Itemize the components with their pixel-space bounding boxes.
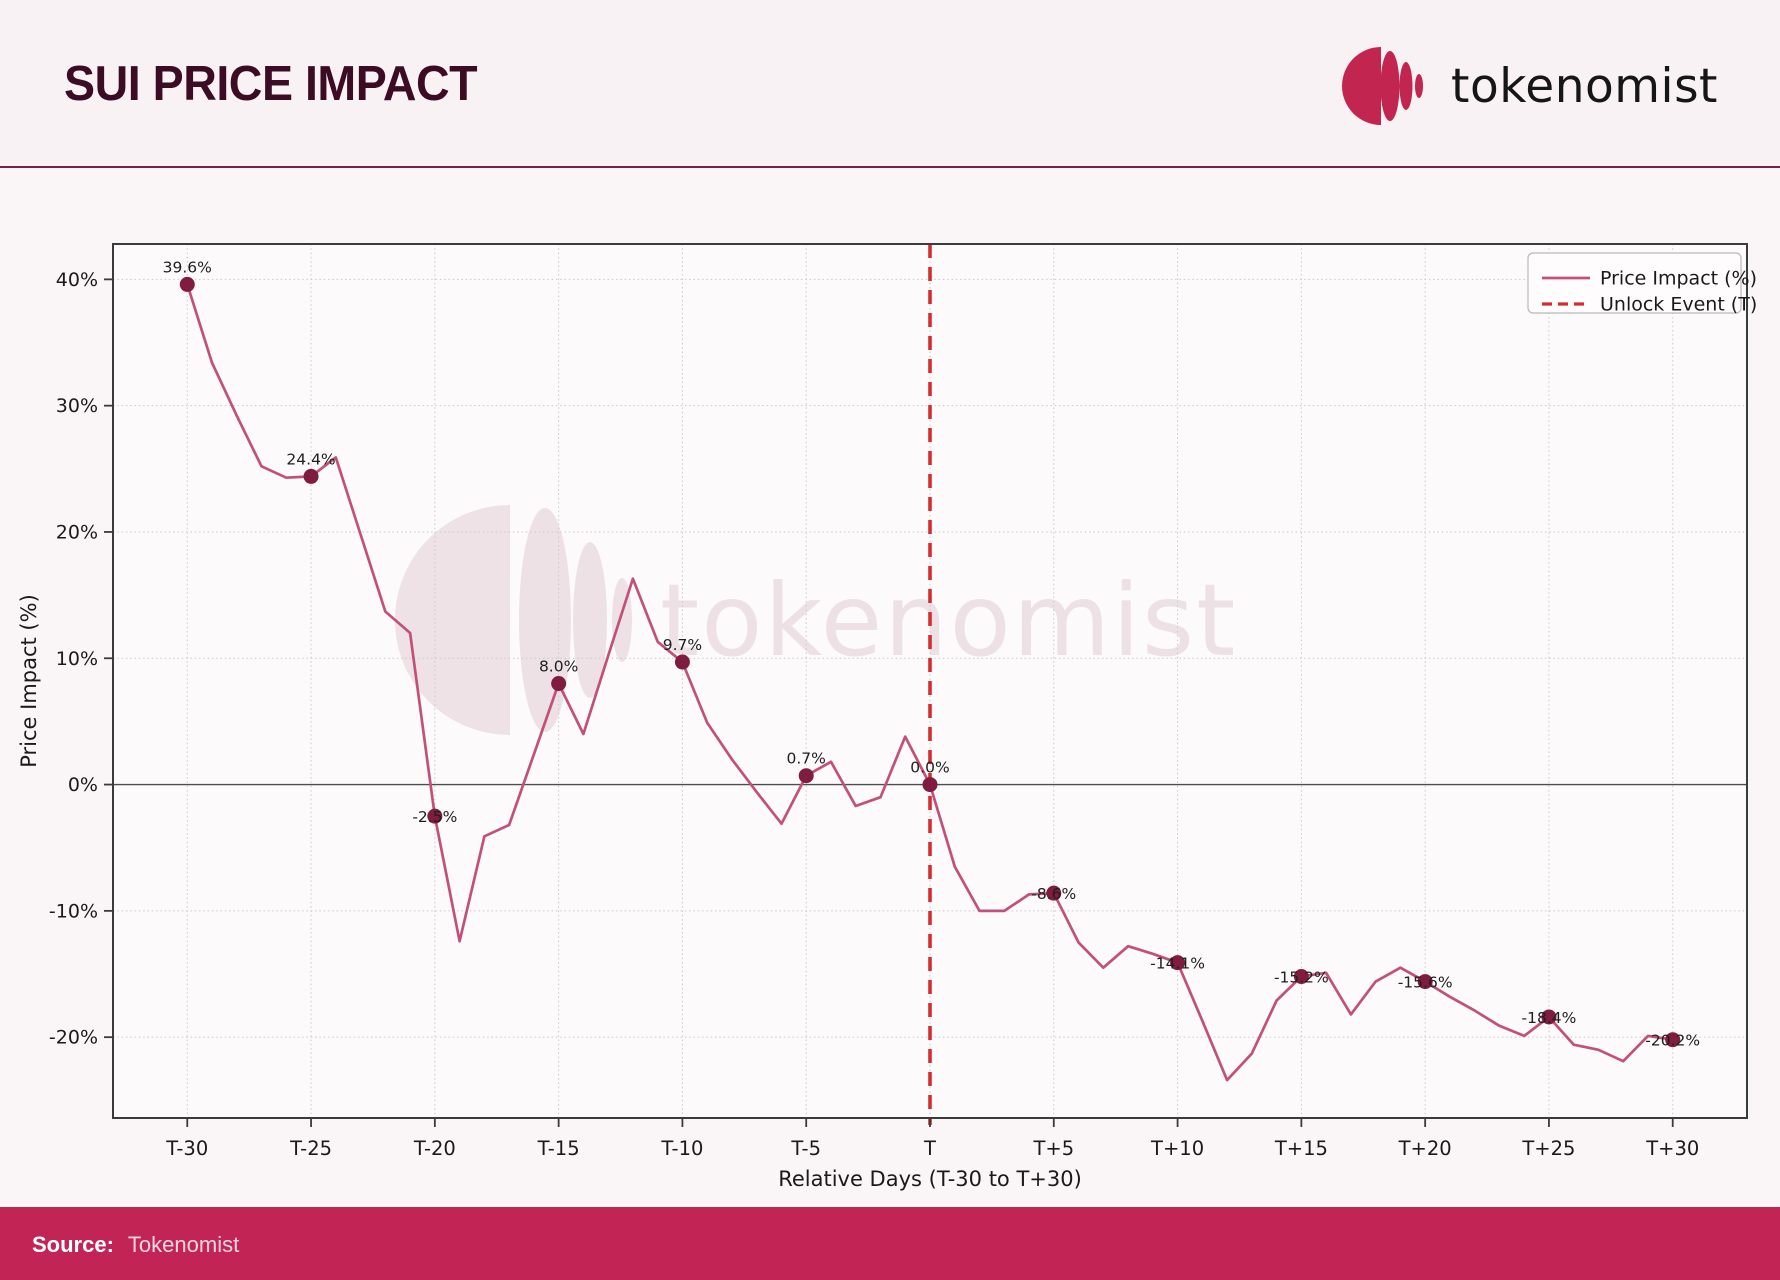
data-point-marker xyxy=(1417,974,1433,990)
data-point-label: 0.7% xyxy=(787,750,826,768)
data-point-label: -18.4% xyxy=(1522,1009,1577,1027)
data-point-marker xyxy=(1665,1032,1681,1048)
source-bar: Source: Tokenomist xyxy=(0,1205,1780,1280)
data-point-marker xyxy=(1170,955,1186,971)
data-point-marker xyxy=(1293,969,1309,985)
header: SUI PRICE IMPACT tokenomist xyxy=(0,0,1780,168)
y-tick-label: 40% xyxy=(56,269,98,291)
legend-label: Unlock Event (T) xyxy=(1600,294,1757,316)
x-tick-label: T+15 xyxy=(1274,1137,1328,1160)
x-tick-label: T xyxy=(923,1137,936,1160)
legend-label: Price Impact (%) xyxy=(1600,268,1757,290)
data-point-label: -15.2% xyxy=(1274,969,1329,987)
legend-box xyxy=(1527,252,1742,314)
watermark-logo-icon xyxy=(519,508,571,732)
data-point-label: -8.6% xyxy=(1031,885,1076,903)
x-tick-label: T+25 xyxy=(1521,1137,1575,1160)
data-point-marker xyxy=(922,777,938,793)
x-tick-label: T-20 xyxy=(413,1137,456,1160)
tokenomist-logo-icon xyxy=(1342,47,1424,125)
x-tick-label: T+5 xyxy=(1032,1137,1074,1160)
x-tick-label: T+20 xyxy=(1398,1137,1452,1160)
watermark-text: tokenomist xyxy=(660,562,1237,679)
x-tick-label: T+30 xyxy=(1645,1137,1699,1160)
price-impact-chart: tokenomist 39.6% 24.4% -2.5% 8.0% 9.7% 0.7% 0.0… xyxy=(17,243,1758,1191)
data-point-marker xyxy=(1046,885,1062,901)
data-point-marker xyxy=(303,468,319,484)
source-value: Tokenomist xyxy=(127,1231,240,1257)
data-point-marker xyxy=(674,654,690,670)
y-tick-label: -10% xyxy=(49,900,98,922)
data-point-label: 0.0% xyxy=(910,759,949,777)
brand-name: tokenomist xyxy=(1451,58,1718,114)
watermark: tokenomist xyxy=(395,505,1237,735)
tokenomist-logo: tokenomist xyxy=(1337,38,1718,134)
x-tick-label: T+10 xyxy=(1150,1137,1204,1160)
x-tick-label: T-5 xyxy=(790,1137,821,1160)
page-title: SUI PRICE IMPACT xyxy=(64,57,478,111)
data-point-marker xyxy=(551,676,567,692)
y-axis-title: Price Impact (%) xyxy=(17,594,41,768)
data-point-marker xyxy=(1541,1009,1557,1025)
data-point-label: -14.1% xyxy=(1150,955,1205,973)
data-point-label: 24.4% xyxy=(286,450,335,468)
watermark-logo-icon xyxy=(395,505,510,735)
y-tick-label: 20% xyxy=(56,521,98,543)
data-point-label: -20.2% xyxy=(1645,1032,1700,1050)
data-point-marker xyxy=(179,276,195,292)
y-tick-label: 10% xyxy=(56,648,98,670)
x-axis-title: Relative Days (T-30 to T+30) xyxy=(778,1167,1082,1191)
data-point-label: 9.7% xyxy=(663,636,702,654)
watermark-logo-icon xyxy=(573,542,607,698)
x-tick-label: T-25 xyxy=(289,1137,332,1160)
y-tick-label: -20% xyxy=(49,1027,98,1049)
x-tick-label: T-15 xyxy=(537,1137,580,1160)
data-point-label: 39.6% xyxy=(163,258,212,276)
data-point-label: 8.0% xyxy=(539,658,578,676)
x-tick-label: T-10 xyxy=(660,1137,703,1160)
x-tick-label: T-30 xyxy=(165,1137,208,1160)
data-point-label: -15.6% xyxy=(1398,974,1453,992)
chart-canvas: tokenomist 39.6% 24.4% -2.5% 8.0% 9.7% 0.7% 0.0… xyxy=(17,243,1758,1191)
data-point-marker xyxy=(798,768,814,784)
y-tick-label: 0% xyxy=(68,774,98,796)
data-point-marker xyxy=(427,808,443,824)
source-label: Source: xyxy=(32,1231,114,1257)
data-point-label: -2.5% xyxy=(412,808,457,826)
y-tick-label: 30% xyxy=(56,395,98,417)
